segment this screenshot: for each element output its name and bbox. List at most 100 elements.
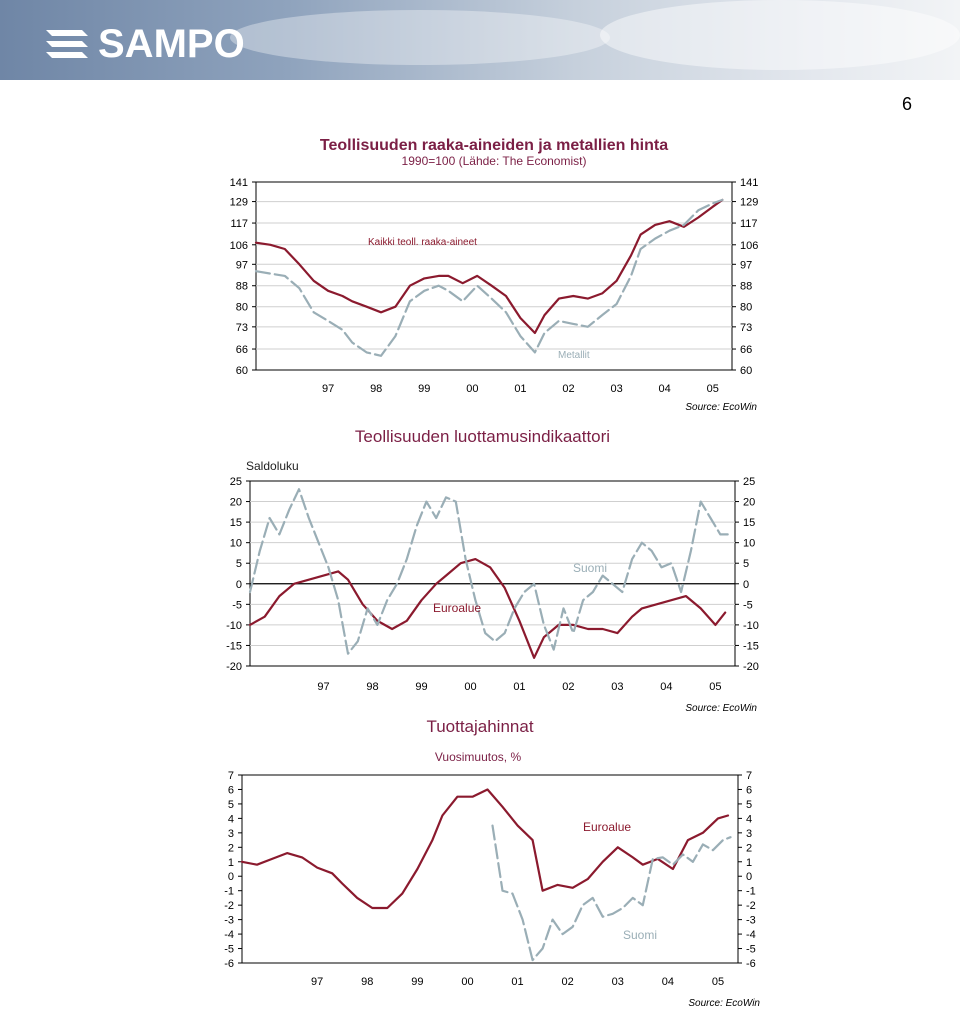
x-tick-label: 97	[322, 383, 334, 395]
brand-name: SAMPO	[98, 22, 245, 66]
y-tick-label-right: 0	[746, 871, 752, 883]
x-tick-label: 04	[662, 976, 674, 988]
y-tick-label-left: 7	[228, 770, 234, 782]
y-tick-label-left: -5	[224, 944, 234, 956]
series-line-primary	[248, 557, 727, 659]
x-tick-label: 05	[712, 976, 724, 988]
y-tick-label-right: -5	[743, 599, 753, 611]
y-tick-label-left: 25	[230, 476, 242, 488]
chart-subtitle: Vuosimuutos, %	[435, 750, 522, 764]
y-tick-label-left: 117	[230, 218, 248, 230]
y-tick-label-right: 88	[740, 281, 752, 293]
x-tick-label: 98	[370, 383, 382, 395]
chart-title: Tuottajahinnat	[426, 717, 533, 736]
y-tick-label-left: 2	[228, 842, 234, 854]
x-tick-label: 01	[513, 681, 525, 693]
series-line-secondary	[254, 198, 724, 357]
y-tick-label-left: -2	[224, 900, 234, 912]
y-tick-label-right: -2	[746, 900, 756, 912]
chart-1	[252, 181, 736, 371]
series-label: Euroalue	[433, 601, 481, 615]
y-tick-label-right: 2	[746, 842, 752, 854]
y-tick-label-right: -4	[746, 929, 756, 941]
source-note: Source: EcoWin	[685, 402, 757, 413]
y-tick-label-left: 0	[236, 579, 242, 591]
y-tick-label-right: 80	[740, 302, 752, 314]
x-tick-label: 05	[707, 383, 719, 395]
x-tick-label: 02	[562, 681, 574, 693]
y-tick-label-left: -10	[226, 620, 242, 632]
y-tick-label-left: 5	[228, 799, 234, 811]
series-label: Suomi	[573, 561, 607, 575]
y-tick-label-right: -6	[746, 958, 756, 970]
y-tick-label-left: 3	[228, 828, 234, 840]
x-tick-label: 02	[562, 976, 574, 988]
y-tick-label-right: -15	[743, 640, 759, 652]
y-tick-label-right: 106	[740, 240, 758, 252]
x-tick-label: 98	[366, 681, 378, 693]
y-tick-label-left: 88	[236, 281, 248, 293]
chart-3	[238, 774, 742, 964]
y-tick-label-left: -6	[224, 958, 234, 970]
series-label: Kaikki teoll. raaka-aineet	[368, 237, 477, 248]
chart-2	[246, 480, 739, 667]
y-tick-label-left: 1	[228, 857, 234, 869]
y-tick-label-right: 6	[746, 784, 752, 796]
x-tick-label: 04	[659, 383, 671, 395]
series-line-primary	[254, 198, 724, 335]
y-axis-label: Saldoluku	[246, 459, 299, 473]
y-tick-label-left: 10	[230, 538, 242, 550]
y-tick-label-right: 10	[743, 538, 755, 550]
y-tick-label-right: -1	[746, 886, 756, 898]
sampo-logo: SAMPO	[42, 22, 245, 66]
plot-frame	[249, 480, 736, 667]
x-tick-label: 99	[411, 976, 423, 988]
y-tick-label-right: 66	[740, 344, 752, 356]
y-tick-label-left: 141	[230, 177, 248, 189]
x-tick-label: 05	[709, 681, 721, 693]
x-tick-label: 97	[311, 976, 323, 988]
x-tick-label: 03	[611, 681, 623, 693]
y-tick-label-right: 15	[743, 517, 755, 529]
y-tick-label-right: 25	[743, 476, 755, 488]
y-tick-label-left: -1	[224, 886, 234, 898]
y-tick-label-left: 73	[236, 322, 248, 334]
y-tick-label-right: 0	[743, 579, 749, 591]
plot-frame	[241, 774, 739, 964]
y-tick-label-right: -3	[746, 915, 756, 927]
y-tick-label-left: 5	[236, 558, 242, 570]
y-tick-label-left: 4	[228, 813, 234, 825]
x-tick-label: 03	[612, 976, 624, 988]
source-note: Source: EcoWin	[688, 998, 760, 1009]
y-tick-label-left: -5	[232, 599, 242, 611]
x-tick-label: 99	[418, 383, 430, 395]
banner-cloud	[600, 0, 960, 70]
y-tick-label-left: 20	[230, 497, 242, 509]
chart-subtitle: 1990=100 (Lähde: The Economist)	[402, 154, 587, 168]
source-note: Source: EcoWin	[685, 703, 757, 714]
x-tick-label: 00	[464, 681, 476, 693]
y-tick-label-left: -4	[224, 929, 234, 941]
y-tick-label-left: 66	[236, 344, 248, 356]
y-tick-label-right: 5	[743, 558, 749, 570]
y-tick-label-right: 5	[746, 799, 752, 811]
y-tick-label-left: -20	[226, 661, 242, 673]
y-tick-label-left: 129	[230, 197, 248, 209]
y-tick-label-right: 73	[740, 322, 752, 334]
y-tick-label-right: 1	[746, 857, 752, 869]
x-tick-label: 03	[610, 383, 622, 395]
series-line-secondary	[248, 488, 729, 655]
y-tick-label-right: -20	[743, 661, 759, 673]
page-number: 6	[901, 94, 912, 114]
x-tick-label: 01	[511, 976, 523, 988]
y-tick-label-right: 129	[740, 197, 758, 209]
x-tick-label: 97	[317, 681, 329, 693]
y-tick-label-left: 6	[228, 784, 234, 796]
y-tick-label-left: 0	[228, 871, 234, 883]
chart-title: Teollisuuden luottamusindikaattori	[355, 427, 610, 446]
chart-title: Teollisuuden raaka-aineiden ja metallien…	[320, 137, 668, 154]
y-tick-label-right: -5	[746, 944, 756, 956]
header-banner: SAMPO	[0, 0, 960, 80]
y-tick-label-right: 20	[743, 497, 755, 509]
